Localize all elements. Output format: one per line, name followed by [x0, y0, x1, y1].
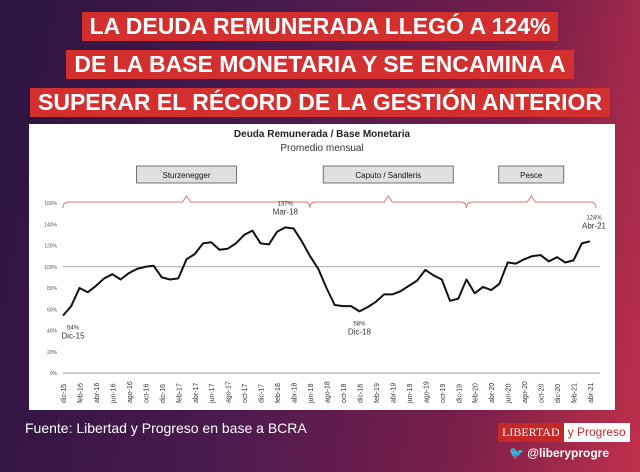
period-bracket: [465, 195, 597, 209]
x-tick-label: ago-18: [325, 381, 332, 403]
period-label: Caputo / Sandleris: [355, 171, 421, 180]
x-tick-label: oct-19: [440, 383, 447, 403]
x-tick-label: dic-16: [160, 384, 167, 403]
chart-title: Deuda Remunerada / Base Monetaria: [234, 129, 411, 140]
x-tick-label: oct-18: [341, 383, 348, 403]
chart-subtitle: Promedio mensual: [280, 143, 363, 154]
y-tick-label: 20%: [47, 350, 58, 356]
annotation-value: 124%: [586, 215, 602, 221]
period-label: Pesce: [520, 171, 543, 180]
y-tick-label: 120%: [44, 244, 57, 250]
x-tick-label: dic-18: [357, 384, 364, 403]
y-tick-label: 160%: [44, 201, 57, 207]
x-tick-label: abr-18: [292, 383, 299, 403]
brand-logo: LIBERTAD y Progreso: [498, 423, 630, 442]
x-tick-label: jun-19: [407, 383, 414, 404]
x-tick-label: abr-16: [94, 383, 101, 403]
source-note: Fuente: Libertad y Progreso en base a BC…: [25, 420, 307, 436]
x-tick-label: ago-20: [522, 381, 529, 403]
x-tick-label: feb-21: [572, 383, 579, 403]
x-tick-label: dic-20: [555, 384, 562, 403]
twitter-handle[interactable]: 🐦 @liberyprogre: [509, 446, 610, 460]
x-tick-label: oct-20: [539, 383, 546, 403]
x-tick-label: jun-16: [110, 383, 117, 404]
series-line: [62, 226, 591, 317]
annotation-date: Dic-18: [348, 327, 372, 336]
x-tick-label: abr-21: [588, 383, 595, 403]
y-tick-label: 40%: [47, 329, 58, 335]
annotation-date: Dic-15: [61, 332, 85, 341]
period-label: Sturzenegger: [163, 171, 211, 180]
headline-line-3: SUPERAR EL RÉCORD DE LA GESTIÓN ANTERIOR: [0, 88, 640, 117]
period-bracket: [62, 195, 311, 209]
annotation-date: Abr-21: [582, 221, 607, 230]
x-tick-label: feb-17: [176, 383, 183, 403]
period-label-box: [136, 165, 237, 184]
x-tick-label: ago-19: [423, 381, 430, 403]
x-tick-label: ago-17: [226, 381, 233, 403]
period-label-box: [322, 165, 454, 184]
x-tick-label: abr-19: [390, 383, 397, 403]
x-tick-label: feb-20: [473, 383, 480, 403]
x-tick-label: dic-15: [61, 384, 68, 403]
line-chart: Deuda Remunerada / Base Monetaria Promedi…: [44, 129, 607, 404]
x-tick-label: feb-16: [77, 383, 84, 403]
headline-line-1: LA DEUDA REMUNERADA LLEGÓ A 124%: [0, 12, 640, 41]
y-tick-label: 140%: [44, 222, 57, 228]
chart-card: Deuda Remunerada / Base Monetaria Promedi…: [29, 124, 615, 410]
x-tick-label: feb-19: [374, 383, 381, 403]
y-tick-label: 0%: [50, 371, 58, 377]
y-tick-label: 80%: [47, 286, 58, 292]
x-tick-label: jun-18: [308, 383, 315, 404]
x-tick-label: feb-18: [275, 383, 282, 403]
x-tick-label: dic-19: [456, 384, 463, 403]
period-bracket: [309, 195, 467, 209]
x-tick-label: jun-20: [506, 383, 513, 404]
x-tick-label: abr-20: [489, 383, 496, 403]
x-tick-label: abr-17: [193, 383, 200, 403]
period-label-box: [498, 165, 565, 184]
x-tick-label: oct-17: [242, 383, 249, 403]
y-tick-label: 100%: [44, 265, 57, 271]
x-tick-label: dic-17: [259, 384, 266, 403]
annotation-date: Mar-18: [273, 207, 299, 216]
x-tick-label: oct-16: [143, 383, 150, 403]
headline-line-2: DE LA BASE MONETARIA Y SE ENCAMINA A: [0, 50, 640, 79]
y-tick-label: 60%: [47, 307, 58, 313]
annotation-value: 58%: [353, 321, 366, 327]
x-tick-label: jun-17: [209, 383, 216, 404]
twitter-icon: 🐦: [509, 446, 528, 460]
annotation-value: 137%: [278, 201, 294, 207]
annotation-value: 54%: [67, 326, 80, 332]
x-tick-label: ago-16: [127, 381, 134, 403]
